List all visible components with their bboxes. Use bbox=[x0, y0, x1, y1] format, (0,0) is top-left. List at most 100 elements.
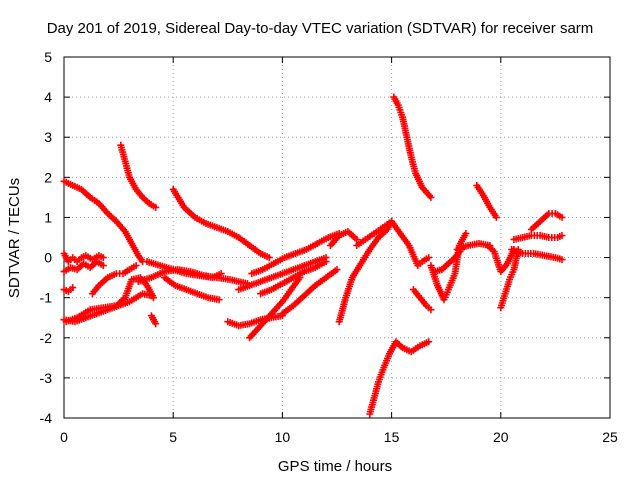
data-point bbox=[425, 254, 433, 262]
data-point bbox=[268, 274, 275, 282]
data-point bbox=[60, 177, 68, 185]
data-point bbox=[536, 232, 544, 239]
data-point bbox=[375, 234, 382, 241]
data-point bbox=[558, 213, 566, 221]
data-point bbox=[150, 294, 157, 302]
data-point bbox=[132, 185, 140, 193]
data-point bbox=[335, 318, 343, 326]
data-point bbox=[519, 234, 527, 241]
y-tick-label: -1 bbox=[40, 290, 53, 306]
data-point bbox=[224, 228, 232, 235]
data-point bbox=[278, 310, 286, 318]
data-point bbox=[60, 268, 68, 276]
data-point bbox=[64, 258, 72, 266]
data-point bbox=[444, 260, 452, 268]
data-point bbox=[112, 270, 120, 278]
data-point bbox=[246, 320, 254, 328]
series-arc-16 bbox=[237, 254, 328, 293]
data-point bbox=[67, 264, 75, 272]
data-point bbox=[93, 258, 101, 266]
data-point bbox=[132, 262, 140, 270]
axis-ticks: 0 5 10 15 20 25 -4 -3 -2 -1 0 1 2 3 4 5 bbox=[40, 49, 618, 445]
data-point bbox=[121, 294, 129, 302]
data-point bbox=[399, 344, 406, 352]
data-point bbox=[139, 193, 147, 201]
data-point bbox=[95, 282, 103, 290]
data-point bbox=[348, 274, 356, 282]
data-point bbox=[551, 254, 559, 262]
data-point bbox=[412, 169, 420, 177]
data-point bbox=[259, 266, 267, 274]
data-point bbox=[224, 318, 232, 326]
data-point bbox=[62, 318, 70, 326]
y-axis-label: SDTVAR / TECUs bbox=[6, 178, 23, 298]
data-point bbox=[326, 242, 334, 249]
data-point bbox=[440, 296, 448, 304]
data-point bbox=[60, 286, 68, 294]
series-arc-18 bbox=[259, 259, 328, 297]
data-point bbox=[322, 258, 330, 266]
series-arc-24 bbox=[366, 339, 430, 416]
data-point bbox=[409, 286, 417, 294]
data-point bbox=[147, 312, 155, 320]
x-axis-label: GPS time / hours bbox=[278, 458, 392, 475]
grid bbox=[64, 57, 610, 418]
data-point bbox=[69, 284, 77, 292]
data-point bbox=[86, 264, 94, 272]
x-tick-label: 0 bbox=[60, 429, 68, 445]
data-point bbox=[145, 199, 153, 207]
data-point bbox=[324, 234, 332, 241]
data-point bbox=[235, 286, 243, 294]
data-point bbox=[265, 254, 273, 262]
data-point bbox=[479, 191, 487, 199]
data-point bbox=[287, 286, 295, 294]
data-point bbox=[268, 286, 275, 294]
data-point bbox=[519, 250, 527, 257]
data-point bbox=[508, 246, 516, 253]
data-point bbox=[80, 260, 88, 268]
data-point bbox=[473, 181, 481, 189]
plot-frame bbox=[63, 56, 611, 419]
data-point bbox=[289, 266, 297, 274]
series-arc-27 bbox=[428, 232, 469, 302]
data-point bbox=[486, 203, 494, 211]
data-point bbox=[281, 254, 289, 262]
data-point bbox=[257, 278, 265, 286]
data-point bbox=[370, 230, 378, 237]
data-point bbox=[278, 280, 286, 288]
data-point bbox=[104, 209, 112, 217]
data-point bbox=[501, 290, 509, 298]
data-point bbox=[95, 199, 103, 207]
data-point bbox=[427, 193, 435, 201]
data-point bbox=[414, 262, 422, 270]
data-point bbox=[112, 302, 120, 310]
data-points bbox=[60, 93, 566, 418]
data-point bbox=[112, 218, 120, 225]
data-point bbox=[246, 282, 254, 290]
data-point bbox=[82, 252, 90, 260]
data-point bbox=[195, 272, 203, 280]
data-point bbox=[558, 256, 566, 264]
series-arc-31 bbox=[485, 243, 517, 274]
data-point bbox=[289, 302, 297, 310]
data-point bbox=[438, 266, 446, 274]
data-point bbox=[143, 282, 151, 290]
data-point bbox=[99, 304, 107, 312]
data-point bbox=[235, 278, 243, 286]
data-point bbox=[134, 278, 142, 286]
data-point bbox=[78, 185, 85, 193]
y-tick-label: -3 bbox=[40, 370, 53, 386]
data-point bbox=[128, 276, 136, 284]
data-point bbox=[246, 334, 254, 342]
data-point bbox=[257, 290, 265, 298]
data-point bbox=[86, 306, 94, 314]
data-point bbox=[418, 258, 426, 266]
data-point bbox=[497, 304, 505, 312]
data-point bbox=[375, 378, 382, 386]
series-arc-8 bbox=[117, 144, 157, 210]
y-tick-label: -4 bbox=[40, 410, 53, 426]
y-tick-label: 5 bbox=[44, 49, 52, 65]
data-point bbox=[434, 282, 441, 290]
data-point bbox=[121, 228, 129, 235]
